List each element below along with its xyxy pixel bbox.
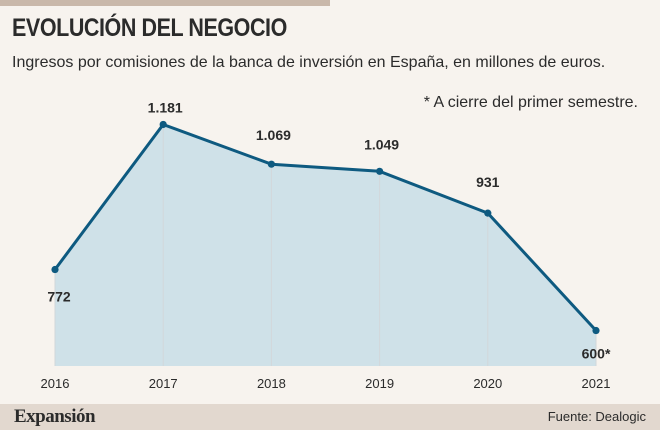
data-label-2018: 1.069 xyxy=(256,127,291,143)
data-label-2016: 772 xyxy=(47,289,71,305)
data-point-2017 xyxy=(159,120,167,129)
data-point-2018 xyxy=(267,160,275,168)
data-points xyxy=(51,120,600,335)
data-point-2020 xyxy=(484,209,492,217)
chart-subtitle: Ingresos por comisiones de la banca de i… xyxy=(12,54,606,71)
x-tick-2018: 2018 xyxy=(257,376,286,391)
data-label-2019: 1.049 xyxy=(364,136,399,152)
data-label-2021: 600* xyxy=(582,346,611,362)
data-label-2020: 931 xyxy=(476,174,500,190)
chart-title: EVOLUCIÓN DEL NEGOCIO xyxy=(12,14,287,42)
x-tick-labels: 2016 2017 2018 2019 2020 2021 xyxy=(41,376,611,391)
brand-logo: Expansión xyxy=(14,406,96,427)
source-credit: Fuente: Dealogic xyxy=(547,409,646,424)
series-line xyxy=(53,122,598,332)
x-tick-2021: 2021 xyxy=(582,376,611,391)
x-tick-2017: 2017 xyxy=(149,376,178,391)
data-label-2017: 1.181 xyxy=(148,99,183,115)
top-rule xyxy=(0,0,330,6)
data-point-2016 xyxy=(51,265,59,274)
footer-bar: Expansión Fuente: Dealogic xyxy=(0,404,660,430)
gridlines xyxy=(54,124,597,366)
x-tick-2019: 2019 xyxy=(365,376,394,391)
x-tick-2016: 2016 xyxy=(41,376,70,391)
data-point-2019 xyxy=(376,167,384,175)
x-tick-2020: 2020 xyxy=(473,376,502,391)
data-labels: 772 1.181 1.069 1.049 931 600* xyxy=(47,99,611,361)
chart-note: * A cierre del primer semestre. xyxy=(423,94,638,111)
data-point-2021 xyxy=(592,326,600,335)
area-fill xyxy=(55,124,596,366)
